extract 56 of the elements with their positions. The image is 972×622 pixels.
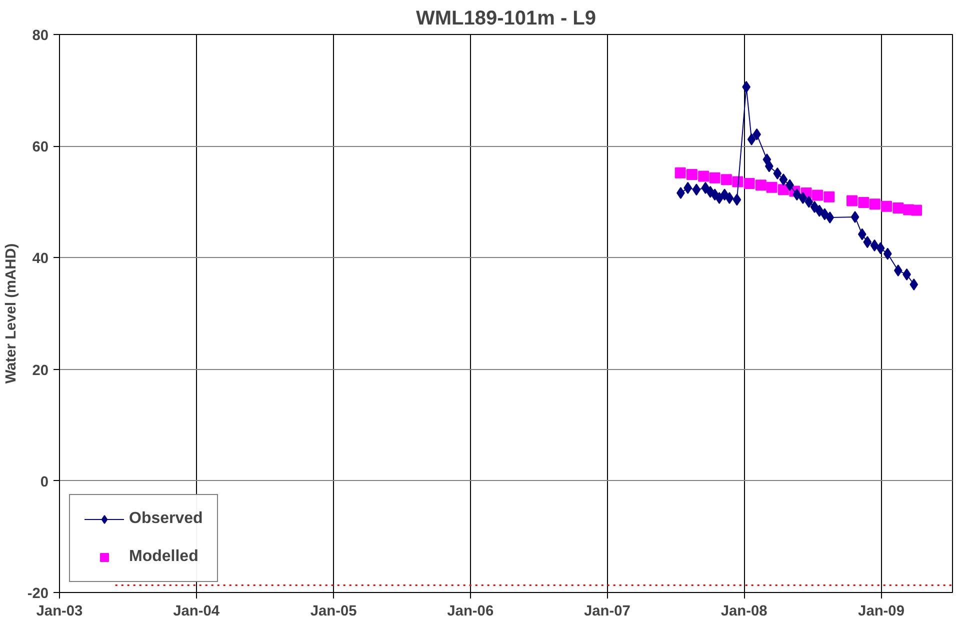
x-tick-label: Jan-06 xyxy=(447,604,494,620)
point xyxy=(881,200,892,212)
y-tick-label: 60 xyxy=(32,140,49,156)
legend-label: Observed xyxy=(129,510,203,528)
point xyxy=(812,190,824,201)
point xyxy=(870,239,879,252)
point xyxy=(858,196,870,208)
x-tick-label: Jan-08 xyxy=(720,604,768,620)
point xyxy=(698,170,710,182)
point xyxy=(810,200,819,213)
point xyxy=(826,212,834,224)
point xyxy=(858,228,866,240)
y-tick-label: 0 xyxy=(40,474,49,490)
x-tick-label: Jan-09 xyxy=(858,604,905,620)
point xyxy=(747,133,756,146)
y-tick-label: 20 xyxy=(32,362,49,379)
point xyxy=(720,174,732,186)
y-tick-label: -20 xyxy=(27,586,49,602)
point xyxy=(911,204,922,216)
point xyxy=(892,202,904,214)
x-tick-label: Jan-03 xyxy=(36,604,83,620)
point xyxy=(792,188,802,201)
x-tick-label: Jan-05 xyxy=(310,604,357,620)
point xyxy=(894,264,902,277)
chart-title: WML189-101m - L9 xyxy=(416,8,596,30)
point xyxy=(744,178,755,189)
point xyxy=(804,196,814,208)
legend-label: Modelled xyxy=(129,548,198,566)
x-tick-label: Jan-07 xyxy=(584,604,630,620)
point xyxy=(863,236,872,248)
point xyxy=(755,180,766,191)
x-tick-label: Jan-04 xyxy=(173,604,220,620)
point xyxy=(720,188,729,201)
point xyxy=(725,192,734,204)
point xyxy=(876,242,885,254)
point xyxy=(910,278,918,290)
point xyxy=(815,204,824,217)
point xyxy=(850,210,860,223)
point xyxy=(732,194,742,206)
point xyxy=(773,167,782,180)
point xyxy=(686,169,698,180)
y-tick-label: 80 xyxy=(32,28,49,44)
point xyxy=(766,182,778,193)
point xyxy=(883,248,892,260)
point xyxy=(869,198,880,210)
point xyxy=(846,195,858,206)
point xyxy=(674,167,686,178)
point xyxy=(824,191,835,202)
point xyxy=(692,184,701,196)
point xyxy=(709,172,720,184)
y-tick-label: 40 xyxy=(32,251,49,268)
point xyxy=(701,182,710,194)
y-axis-title: Water Level (mAHD) xyxy=(3,243,20,384)
point xyxy=(779,174,788,186)
point xyxy=(798,192,808,204)
point xyxy=(820,208,829,220)
